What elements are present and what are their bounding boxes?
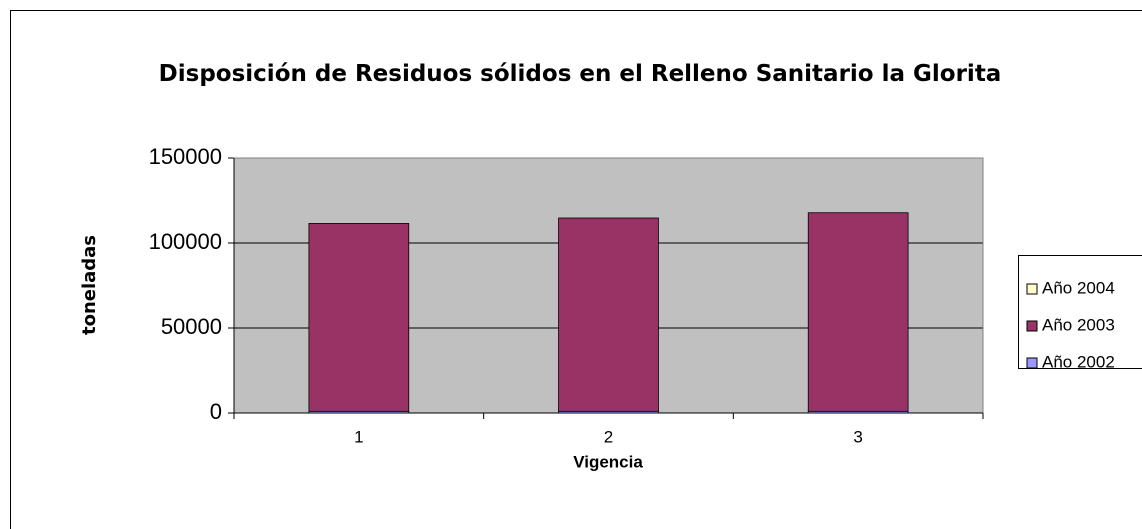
legend-box bbox=[1018, 255, 1142, 369]
x-tick-label: 1 bbox=[354, 427, 363, 446]
legend-label: Año 2004 bbox=[1042, 278, 1115, 297]
bar-segment bbox=[558, 217, 659, 412]
chart-title: Disposición de Residuos sólidos en el Re… bbox=[158, 61, 1002, 87]
legend-label: Año 2003 bbox=[1042, 315, 1115, 334]
legend-swatch bbox=[1026, 320, 1038, 332]
x-tick-label: 2 bbox=[604, 427, 613, 446]
x-tick-label: 3 bbox=[853, 427, 862, 446]
y-tick-label: 0 bbox=[210, 399, 222, 424]
legend-swatch bbox=[1026, 283, 1038, 295]
bar-segment bbox=[807, 212, 909, 412]
y-tick-label: 100000 bbox=[149, 229, 222, 254]
y-tick-label: 150000 bbox=[149, 144, 222, 169]
y-tick-label: 50000 bbox=[161, 314, 222, 339]
bar-segment bbox=[308, 223, 410, 412]
legend-swatch bbox=[1026, 357, 1038, 369]
y-axis-title: toneladas bbox=[79, 235, 100, 335]
x-axis-title: Vigencia bbox=[573, 452, 643, 471]
legend-label: Año 2002 bbox=[1042, 352, 1115, 371]
